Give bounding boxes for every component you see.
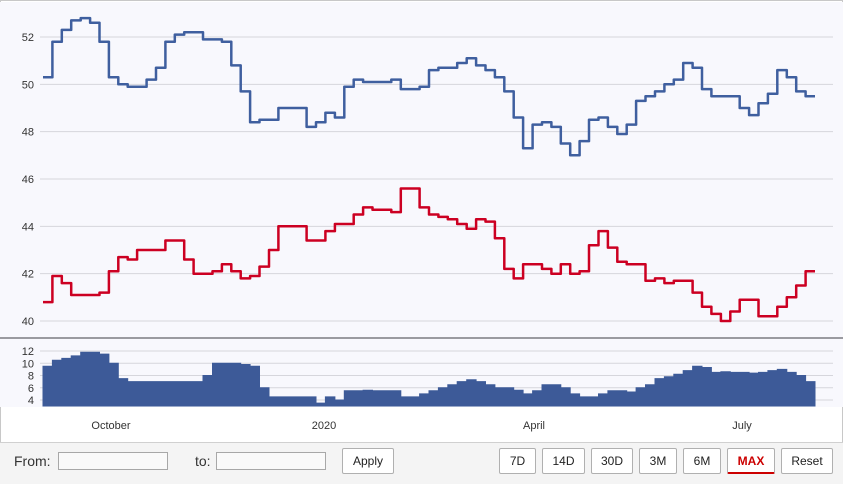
x-axis-label: October [91, 420, 130, 432]
main-y-tick-label: 42 [22, 269, 34, 281]
range-button-max[interactable]: MAX [727, 448, 775, 474]
volume-y-tick-label: 4 [28, 395, 34, 407]
x-axis-label: April [523, 420, 545, 432]
main-y-tick-label: 40 [22, 316, 34, 328]
volume-area [42, 351, 816, 407]
main-y-tick-label: 48 [22, 127, 34, 139]
volume-y-tick-label: 12 [22, 346, 34, 358]
main-y-tick-label: 50 [22, 79, 34, 91]
range-selector-bar: From: to: Apply 7D 14D 30D 3M 6M MAX Res… [0, 442, 843, 484]
volume-y-tick-label: 6 [28, 383, 34, 395]
main-y-tick-label: 44 [22, 221, 34, 233]
to-label: to: [195, 453, 211, 469]
lower-series-line [43, 187, 815, 323]
volume-y-tick-label: 8 [28, 371, 34, 383]
upper-series-line [43, 16, 815, 157]
from-date-input[interactable] [58, 452, 168, 470]
main-y-tick-label: 52 [22, 32, 34, 44]
range-button-30d[interactable]: 30D [591, 448, 633, 474]
x-axis-label: July [732, 420, 752, 432]
range-button-14d[interactable]: 14D [542, 448, 585, 474]
range-button-6m[interactable]: 6M [683, 448, 721, 474]
from-label: From: [14, 453, 51, 469]
volume-y-tick-label: 10 [22, 358, 34, 370]
main-y-tick-label: 46 [22, 174, 34, 186]
to-date-input[interactable] [216, 452, 326, 470]
range-button-3m[interactable]: 3M [639, 448, 677, 474]
main-plot-background [0, 2, 843, 337]
range-button-reset[interactable]: Reset [781, 448, 833, 474]
range-button-7d[interactable]: 7D [499, 448, 536, 474]
apply-button[interactable]: Apply [342, 448, 394, 474]
x-axis-label: 2020 [312, 420, 336, 432]
